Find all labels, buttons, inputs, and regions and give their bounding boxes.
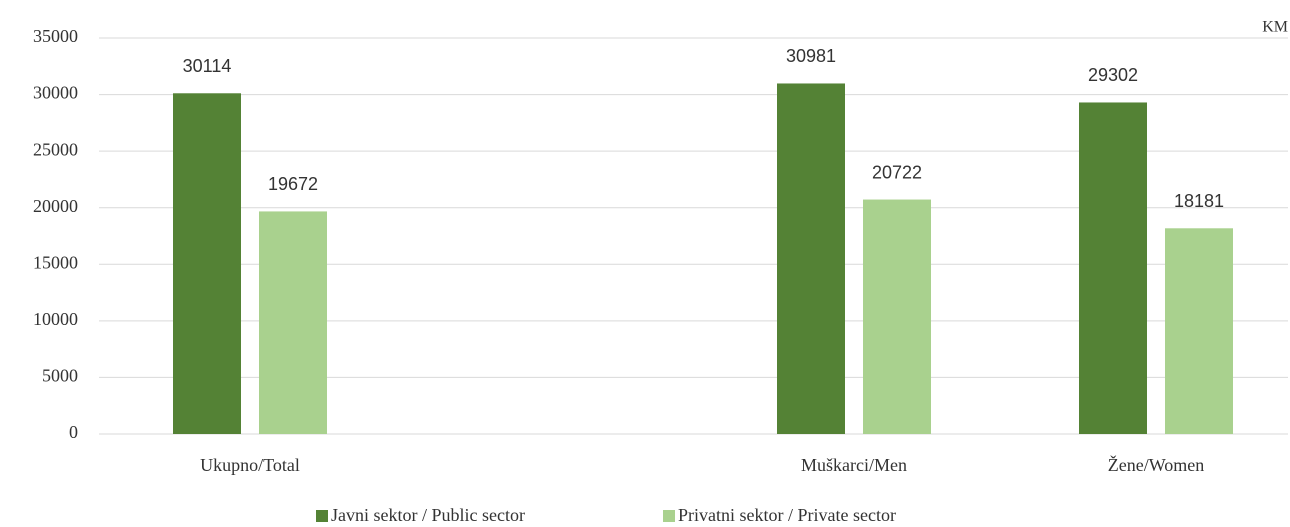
bar [777, 83, 845, 435]
data-label: 19672 [268, 174, 318, 194]
data-label: 30981 [786, 46, 836, 66]
y-tick-label: 5000 [42, 366, 78, 386]
x-tick-label: Žene/Women [1108, 454, 1205, 475]
data-label: 29302 [1088, 65, 1138, 85]
bar [1079, 102, 1147, 434]
y-tick-label: 15000 [33, 252, 78, 272]
bar [1165, 228, 1233, 434]
y-tick-label: 25000 [33, 139, 78, 159]
data-label: 18181 [1174, 191, 1224, 211]
bar [863, 199, 931, 434]
y-tick-label: 35000 [33, 26, 78, 46]
y-tick-label: 20000 [33, 196, 78, 216]
x-tick-label: Ukupno/Total [200, 455, 300, 475]
y-tick-label: 30000 [33, 83, 78, 103]
data-label: 20722 [872, 162, 922, 182]
data-label: 30114 [183, 56, 232, 76]
legend-label: Javni sektor / Public sector [331, 505, 525, 525]
x-tick-label: Muškarci/Men [801, 455, 907, 475]
unit-label: KM [1262, 19, 1288, 36]
legend-swatch [663, 510, 675, 522]
bar [259, 211, 327, 434]
y-tick-label: 10000 [33, 309, 78, 329]
y-tick-label: 0 [69, 422, 78, 442]
bar [173, 93, 241, 434]
legend-label: Privatni sektor / Private sector [678, 505, 896, 525]
legend-swatch [316, 510, 328, 522]
